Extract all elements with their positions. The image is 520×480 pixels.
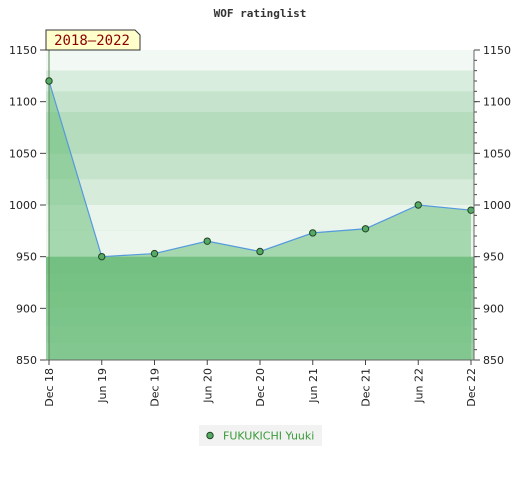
band-upper-shade <box>46 91 474 112</box>
x-tick-label: Jun 20 <box>201 368 214 404</box>
y-tick-label-right: 1100 <box>483 96 511 109</box>
chart-title: WOF ratinglist <box>214 7 307 20</box>
data-point <box>150 249 159 258</box>
y-axis-left: 850 900 950 1000 1050 1100 1150 <box>9 44 46 367</box>
rating-area <box>49 81 471 360</box>
band-middle-shade <box>46 179 474 205</box>
y-tick-label-right: 1150 <box>483 44 511 57</box>
data-point <box>467 206 475 214</box>
y-tick-label-left: 850 <box>16 354 37 367</box>
x-tick-label: Dec 19 <box>149 368 162 407</box>
data-point <box>45 77 53 85</box>
band-upper-shade <box>46 70 474 92</box>
band-upper-shade <box>46 50 474 71</box>
legend-marker-icon <box>206 431 214 440</box>
data-point <box>256 247 264 256</box>
legend: FUKUKICHI Yuuki <box>199 425 322 446</box>
x-tick-label: Dec 18 <box>43 368 56 407</box>
data-point <box>203 237 211 245</box>
y-tick-label-right: 900 <box>483 302 504 315</box>
y-tick-label-left: 1050 <box>9 147 37 160</box>
x-tick-label: Jun 22 <box>412 368 425 404</box>
y-tick-label-left: 1100 <box>9 96 37 109</box>
x-tick-label: Jun 19 <box>96 368 109 404</box>
y-tick-label-left: 1000 <box>9 199 37 212</box>
x-tick-label: Dec 21 <box>360 368 373 407</box>
y-tick-label-left: 900 <box>16 302 37 315</box>
y-axis-right: 850 900 950 1000 1050 1100 1150 <box>473 44 511 367</box>
x-tick-label: Dec 22 <box>465 368 478 407</box>
y-tick-label-right: 1000 <box>483 199 511 212</box>
period-badge-shape <box>45 29 141 51</box>
band-middle-shade <box>46 153 474 180</box>
y-tick-label-right: 850 <box>483 354 504 367</box>
y-tick-label-right: 1050 <box>483 147 511 160</box>
legend-label: FUKUKICHI Yuuki <box>223 430 314 443</box>
y-tick-label-left: 950 <box>16 251 37 264</box>
x-tick-label: Jun 21 <box>307 368 320 404</box>
data-point <box>414 201 422 209</box>
y-tick-label-right: 950 <box>483 251 504 264</box>
rating-markers <box>45 77 475 261</box>
x-axis: Dec 18 Jun 19 Dec 19 Jun 20 Dec 20 Jun 21 Dec … <box>43 359 478 407</box>
period-badge: 2018–2022 <box>45 29 141 51</box>
x-tick-label: Dec 20 <box>254 368 267 407</box>
data-point <box>98 252 106 261</box>
period-badge-label: 2018–2022 <box>54 33 130 49</box>
y-tick-label-left: 1150 <box>9 44 37 57</box>
data-point <box>361 225 370 233</box>
data-point <box>309 229 317 237</box>
legend-box <box>199 425 322 446</box>
